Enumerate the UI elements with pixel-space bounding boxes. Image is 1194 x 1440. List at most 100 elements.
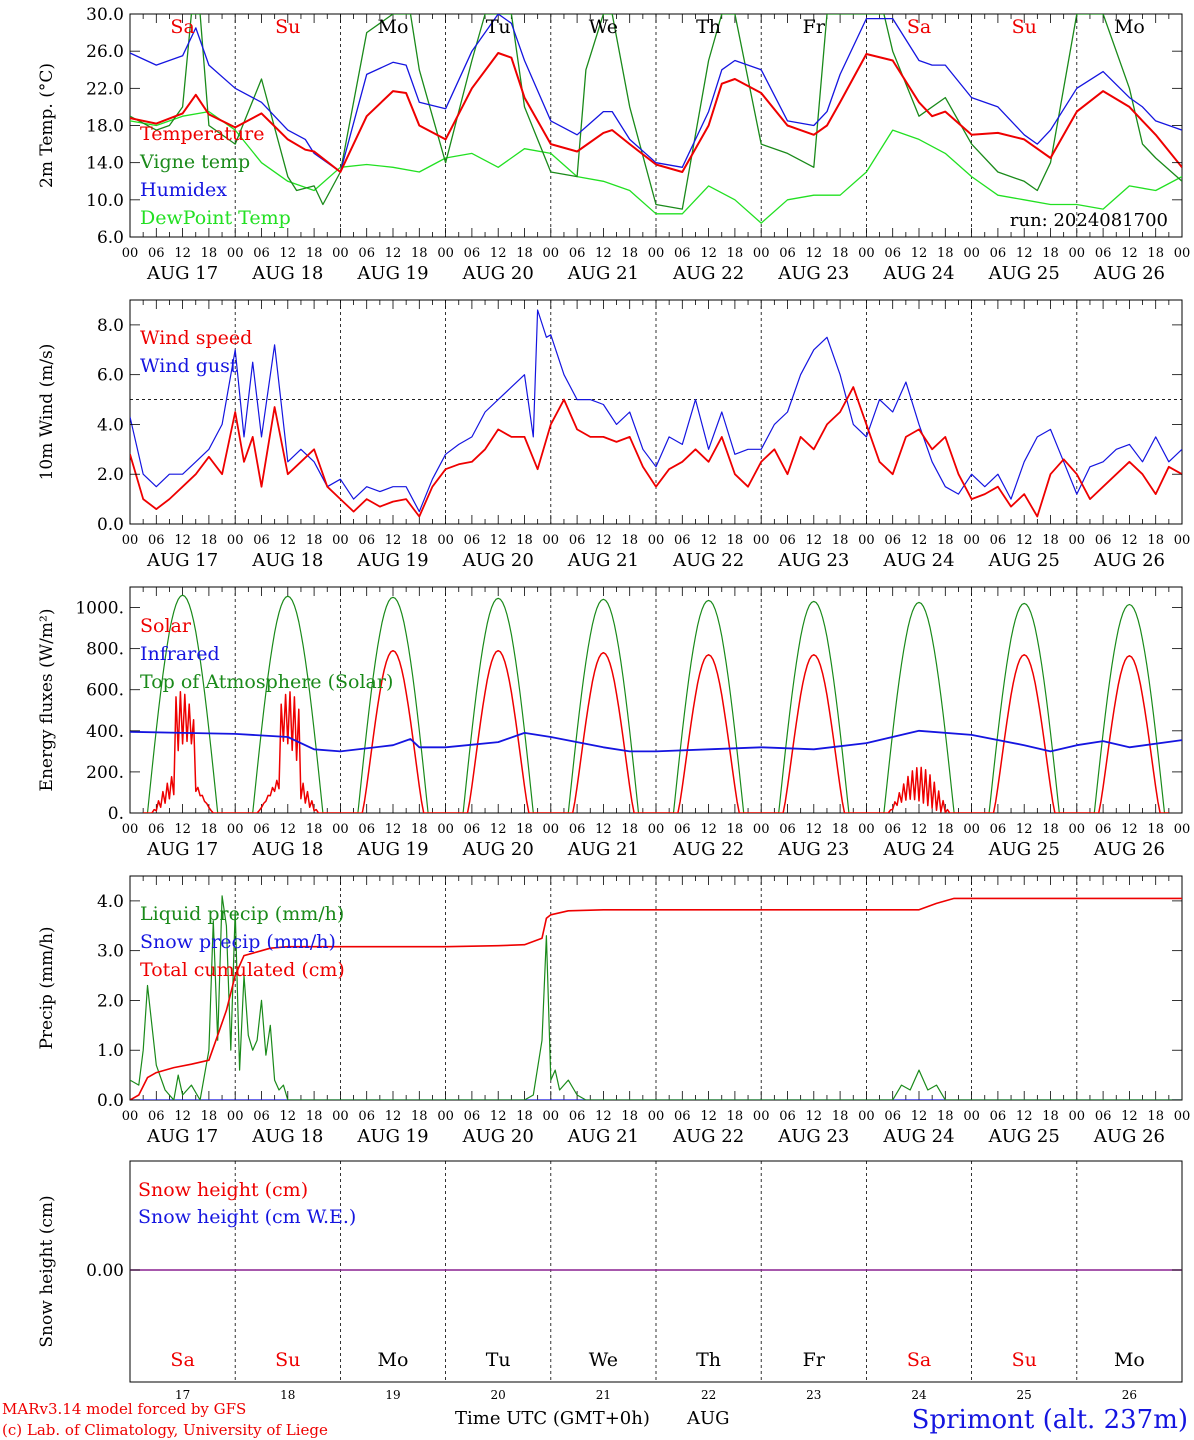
x-tick-label: 06 <box>779 246 796 261</box>
x-date-label: AUG 19 <box>356 839 428 860</box>
x-tick-label: 06 <box>1095 246 1112 261</box>
x-tick-label: 12 <box>1121 246 1138 261</box>
x-tick-label: 18 <box>832 533 849 548</box>
x-date-label: AUG 22 <box>672 263 744 284</box>
x-tick-label: 18 <box>411 822 428 837</box>
day-abbr-label: Th <box>696 1349 721 1371</box>
panel-1: 6.0 10.0 14.0 18.0 22.0 26.0 30.0 2m Temp. (°C)… <box>37 5 1190 284</box>
x-tick-label: 18 <box>937 1109 954 1124</box>
day-abbr-label: Sa <box>907 16 931 38</box>
x-tick-label: 12 <box>700 822 717 837</box>
x-tick-label: 12 <box>595 1109 612 1124</box>
day-number-label: 23 <box>806 1388 821 1402</box>
legend-entry: Temperature <box>140 123 264 145</box>
day-number-label: 21 <box>596 1388 611 1402</box>
x-tick-label: 12 <box>385 533 402 548</box>
x-tick-label: 06 <box>569 1109 586 1124</box>
day-abbr-label: Fr <box>803 1349 826 1371</box>
series-line <box>130 895 1182 1100</box>
x-tick-label: 00 <box>122 1109 139 1124</box>
day-number-label: 20 <box>491 1388 506 1402</box>
x-tick-label: 12 <box>280 533 297 548</box>
day-abbr-label: Su <box>275 16 300 38</box>
x-date-label: AUG 17 <box>146 263 218 284</box>
x-tick-label: 00 <box>963 246 980 261</box>
x-tick-label: 00 <box>858 1109 875 1124</box>
x-tick-label: 06 <box>779 533 796 548</box>
x-tick-label: 06 <box>464 1109 481 1124</box>
day-abbr-label: Th <box>696 16 721 38</box>
model-credit: MARv3.14 model forced by GFS <box>2 1400 246 1418</box>
x-tick-label: 06 <box>990 1109 1007 1124</box>
x-date-label: AUG 23 <box>777 263 849 284</box>
legend-entry: Wind speed <box>140 327 252 349</box>
x-tick-label: 00 <box>227 822 244 837</box>
x-tick-label: 06 <box>674 822 691 837</box>
x-tick-label: 00 <box>963 533 980 548</box>
x-tick-label: 06 <box>884 533 901 548</box>
x-tick-label: 00 <box>1069 246 1086 261</box>
x-tick-label: 12 <box>911 246 928 261</box>
series-line <box>130 309 1182 513</box>
x-date-label: AUG 17 <box>146 1126 218 1147</box>
day-number-label: 24 <box>911 1388 927 1402</box>
x-date-label: AUG 24 <box>882 1126 954 1147</box>
x-tick-label: 00 <box>1174 533 1191 548</box>
x-tick-label: 12 <box>1016 533 1033 548</box>
x-tick-label: 12 <box>911 533 928 548</box>
x-date-label: AUG 21 <box>567 1126 639 1147</box>
x-date-label: AUG 25 <box>988 550 1060 571</box>
x-tick-label: 12 <box>490 246 507 261</box>
run-label: run: 2024081700 <box>1010 210 1168 231</box>
x-tick-label: 18 <box>201 1109 218 1124</box>
x-tick-label: 00 <box>1069 533 1086 548</box>
x-date-label: AUG 22 <box>672 839 744 860</box>
x-tick-label: 12 <box>280 822 297 837</box>
legend-entry: Top of Atmosphere (Solar) <box>140 671 393 693</box>
x-tick-label: 00 <box>122 246 139 261</box>
x-tick-label: 12 <box>490 1109 507 1124</box>
legend-entry: Snow height (cm W.E.) <box>138 1206 356 1228</box>
x-tick-label: 18 <box>306 246 323 261</box>
x-tick-label: 18 <box>1147 246 1164 261</box>
y-tick-label: 200. <box>86 763 124 783</box>
x-tick-label: 12 <box>174 822 191 837</box>
x-date-label: AUG 19 <box>356 263 428 284</box>
x-tick-label: 18 <box>306 822 323 837</box>
y-tick-label: 800. <box>86 640 124 660</box>
x-tick-label: 00 <box>1069 1109 1086 1124</box>
x-tick-label: 12 <box>174 1109 191 1124</box>
x-tick-label: 18 <box>832 1109 849 1124</box>
y-tick-label: 2.0 <box>97 991 124 1011</box>
lab-credit: (c) Lab. of Climatology, University of L… <box>2 1421 328 1439</box>
x-tick-label: 18 <box>727 246 744 261</box>
x-tick-label: 18 <box>1042 246 1059 261</box>
legend-entry: Solar <box>140 615 192 637</box>
y-tick-label: 0.0 <box>97 515 124 535</box>
x-tick-label: 06 <box>358 822 375 837</box>
x-date-label: AUG 18 <box>251 263 323 284</box>
x-tick-label: 18 <box>621 822 638 837</box>
x-tick-label: 00 <box>858 533 875 548</box>
series-line <box>130 897 1182 1100</box>
day-abbr-label: Su <box>1012 16 1037 38</box>
x-tick-label: 12 <box>174 246 191 261</box>
series-line <box>130 386 1182 518</box>
x-date-label: AUG 19 <box>356 550 428 571</box>
month-label: AUG <box>686 1408 730 1429</box>
day-abbr-label: Tu <box>486 1349 511 1371</box>
x-date-label: AUG 23 <box>777 839 849 860</box>
x-tick-label: 00 <box>122 533 139 548</box>
x-tick-label: 18 <box>1042 533 1059 548</box>
x-date-label: AUG 24 <box>882 550 954 571</box>
x-tick-label: 18 <box>516 533 533 548</box>
y-tick-label: 1000. <box>75 599 124 619</box>
y-tick-label: 30.0 <box>86 5 124 25</box>
day-number-label: 22 <box>701 1388 716 1402</box>
series-line <box>143 649 1169 813</box>
x-tick-label: 00 <box>437 1109 454 1124</box>
x-date-label: AUG 23 <box>777 550 849 571</box>
x-date-label: AUG 17 <box>146 550 218 571</box>
x-tick-label: 18 <box>1147 533 1164 548</box>
y-axis-label: Precip (mm/h) <box>37 926 57 1049</box>
